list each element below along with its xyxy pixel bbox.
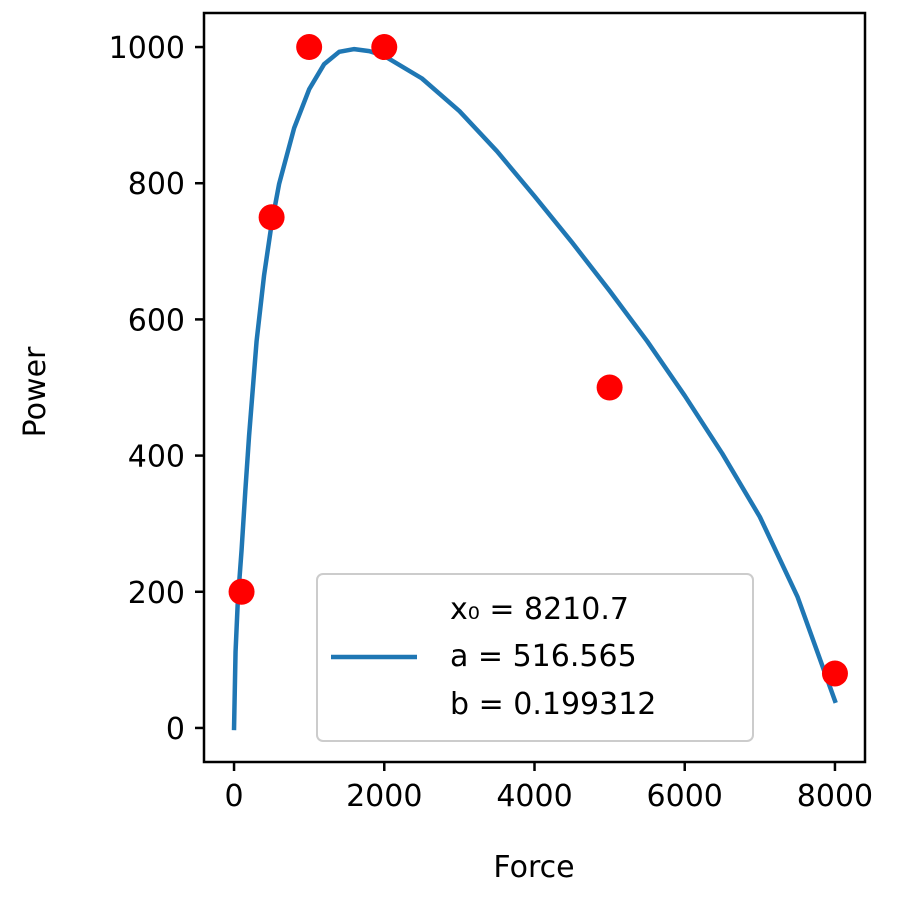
y-tick-label: 1000 (109, 31, 185, 66)
data-point (258, 204, 285, 231)
y-tick-label: 400 (128, 440, 185, 475)
legend-line-2: a = 516.565 (450, 639, 637, 674)
legend-line-3: b = 0.199312 (450, 687, 656, 722)
legend-line-1: x₀ = 8210.7 (450, 592, 629, 627)
x-tick-label: 6000 (647, 779, 723, 814)
y-axis-label: Power (18, 346, 53, 437)
axes-frame (202, 11, 867, 764)
x-tick-label: 2000 (346, 779, 422, 814)
x-tick-label: 4000 (496, 779, 572, 814)
y-tick-label: 800 (128, 167, 185, 202)
fit-curve (231, 46, 838, 731)
data-point (596, 374, 623, 401)
axis-ticks: 0 2000 4000 6000 8000 0 200 400 600 800 1000 (109, 31, 873, 814)
y-tick-label: 0 (166, 712, 185, 747)
data-point (821, 660, 848, 687)
data-point (228, 578, 255, 605)
data-point (371, 34, 398, 61)
x-axis-label: Force (493, 850, 574, 885)
legend: x₀ = 8210.7 a = 516.565 b = 0.199312 (316, 573, 754, 742)
x-tick-label: 8000 (797, 779, 873, 814)
legend-box (316, 573, 754, 742)
plot-area (228, 34, 848, 731)
x-tick-label: 0 (224, 779, 243, 814)
y-tick-label: 600 (128, 303, 185, 338)
y-tick-label: 200 (128, 576, 185, 611)
data-point (296, 34, 323, 61)
